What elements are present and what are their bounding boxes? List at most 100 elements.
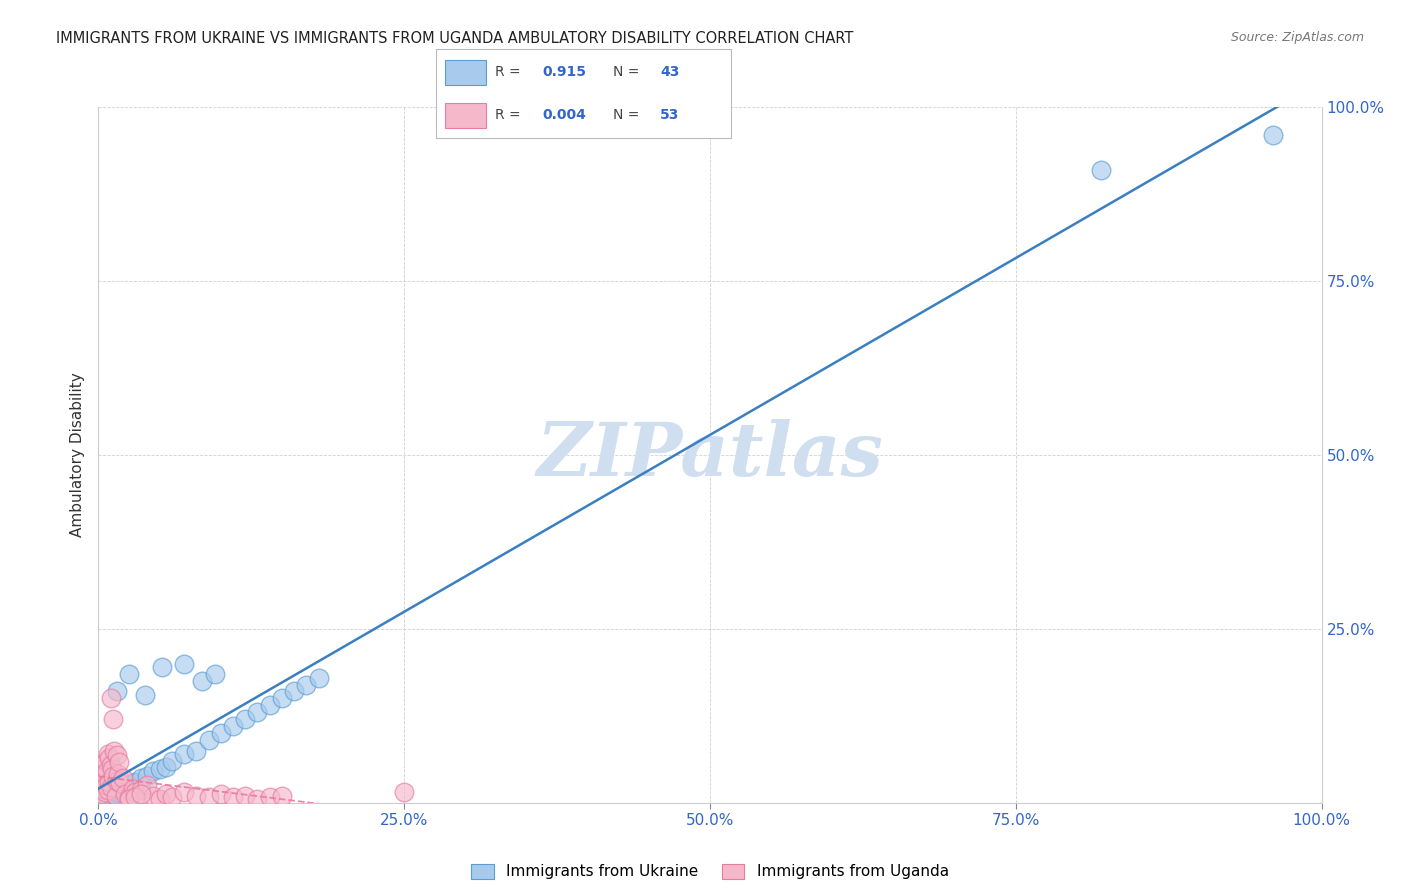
Point <box>308 671 330 685</box>
Point <box>295 677 318 691</box>
Point <box>94 778 117 792</box>
Point <box>1090 162 1112 177</box>
Text: 0.915: 0.915 <box>543 65 586 79</box>
Point <box>259 698 281 713</box>
Point <box>270 691 294 706</box>
Text: Source: ZipAtlas.com: Source: ZipAtlas.com <box>1230 31 1364 45</box>
Point <box>283 684 305 698</box>
Point <box>107 785 129 799</box>
Point <box>129 772 152 786</box>
Point <box>118 667 141 681</box>
Text: ZIPatlas: ZIPatlas <box>537 418 883 491</box>
Point <box>124 775 146 789</box>
Point <box>118 792 141 806</box>
Point <box>246 792 269 806</box>
Point <box>91 781 114 796</box>
Point <box>90 778 112 792</box>
Point <box>222 719 245 733</box>
Point <box>129 788 152 802</box>
Point <box>270 789 294 803</box>
Point <box>259 790 281 805</box>
Text: N =: N = <box>613 108 644 122</box>
Point <box>142 789 165 803</box>
Point <box>93 761 115 775</box>
Point <box>91 768 114 782</box>
Text: R =: R = <box>495 108 524 122</box>
Point <box>91 794 114 808</box>
Text: R =: R = <box>495 65 524 79</box>
Point <box>197 790 219 805</box>
Point <box>101 788 124 802</box>
Point <box>105 748 128 763</box>
Point <box>124 785 146 799</box>
Legend: Immigrants from Ukraine, Immigrants from Uganda: Immigrants from Ukraine, Immigrants from… <box>465 857 955 886</box>
Point <box>110 783 132 797</box>
Point <box>186 744 208 758</box>
Point <box>209 788 232 802</box>
Point <box>103 787 125 801</box>
Point <box>96 764 118 779</box>
Text: 53: 53 <box>661 108 679 122</box>
Point <box>114 780 136 795</box>
Point <box>101 763 124 777</box>
Point <box>155 759 177 773</box>
Point <box>100 789 122 803</box>
Point <box>136 769 159 783</box>
Point <box>222 790 245 805</box>
Text: N =: N = <box>613 65 644 79</box>
Point <box>149 763 172 777</box>
Point <box>114 788 136 802</box>
Point <box>97 783 120 797</box>
Point <box>104 789 127 803</box>
Point <box>100 780 122 795</box>
Point <box>91 788 114 802</box>
Bar <box>444 60 486 85</box>
Point <box>150 660 173 674</box>
Point <box>134 688 156 702</box>
Point <box>97 790 120 805</box>
Point <box>209 726 232 740</box>
Point <box>204 667 226 681</box>
Point <box>155 788 177 802</box>
Text: IMMIGRANTS FROM UKRAINE VS IMMIGRANTS FROM UGANDA AMBULATORY DISABILITY CORRELAT: IMMIGRANTS FROM UKRAINE VS IMMIGRANTS FR… <box>56 31 853 46</box>
Point <box>94 754 117 768</box>
Point <box>111 781 134 796</box>
Text: 0.004: 0.004 <box>543 108 586 122</box>
Point <box>173 747 195 761</box>
Point <box>89 785 111 799</box>
Point <box>103 744 125 758</box>
Point <box>233 712 256 726</box>
Point <box>100 691 122 706</box>
Point <box>136 778 159 792</box>
Point <box>107 766 129 780</box>
Point <box>105 773 128 788</box>
Point <box>160 790 183 805</box>
Point <box>111 772 134 786</box>
Point <box>160 754 183 768</box>
Point <box>118 778 141 792</box>
Point <box>246 706 269 720</box>
Point <box>142 764 165 779</box>
Point <box>121 776 143 790</box>
Point <box>93 785 115 799</box>
Text: 43: 43 <box>661 65 679 79</box>
Point <box>392 785 416 799</box>
Point <box>197 733 219 747</box>
Point <box>98 750 121 764</box>
Point <box>149 792 172 806</box>
Point <box>101 789 124 803</box>
Point <box>129 783 152 797</box>
Bar <box>444 103 486 128</box>
Point <box>97 747 120 761</box>
Point <box>124 790 146 805</box>
Point <box>101 712 124 726</box>
Point <box>90 790 112 805</box>
Point <box>191 674 214 689</box>
Point <box>108 756 131 770</box>
Point <box>98 775 121 789</box>
Point <box>94 792 117 806</box>
Point <box>91 772 114 786</box>
Point <box>100 757 122 772</box>
Point <box>173 785 195 799</box>
Point <box>93 793 115 807</box>
